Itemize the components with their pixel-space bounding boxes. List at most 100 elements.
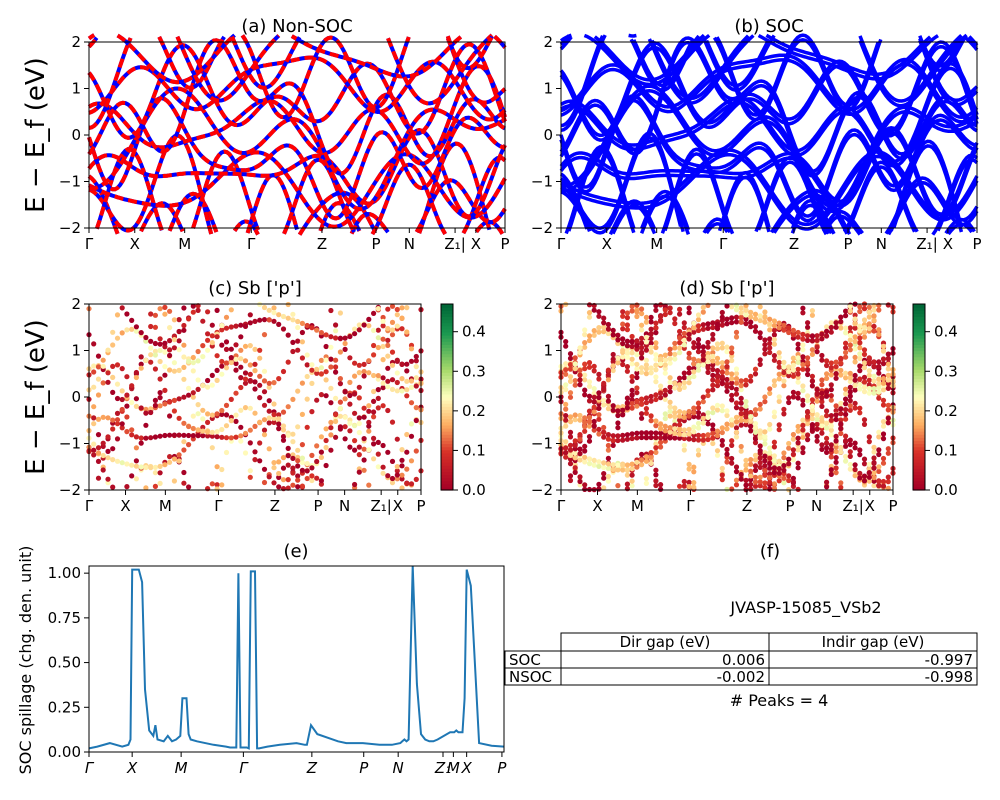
projected-point (238, 424, 244, 430)
projected-point (176, 432, 182, 438)
projected-point (347, 392, 353, 399)
projected-point (710, 387, 716, 393)
projected-point (790, 436, 797, 442)
projected-point (667, 379, 673, 385)
projected-point (672, 426, 678, 432)
colorbar-segment (913, 418, 925, 423)
projected-point (280, 427, 287, 433)
projected-point (280, 368, 287, 375)
projected-point (800, 336, 806, 342)
projected-point (157, 480, 163, 486)
projected-point (667, 305, 673, 311)
projected-point (880, 376, 887, 382)
projected-point (885, 366, 891, 372)
projected-point (733, 380, 740, 386)
colorbar-segment (913, 328, 925, 333)
projected-point (624, 368, 631, 374)
projected-point (266, 474, 272, 480)
y-tick-label: 1 (543, 342, 553, 360)
projected-point (233, 418, 239, 424)
projected-point (219, 327, 225, 333)
projected-point (233, 356, 239, 362)
projected-point (167, 367, 173, 373)
projected-point (629, 361, 635, 367)
projected-point (695, 317, 702, 323)
projected-point (162, 364, 168, 370)
projected-point (605, 321, 612, 328)
projected-point (710, 324, 716, 331)
colorbar-segment (913, 434, 925, 438)
projected-point (857, 335, 863, 341)
projected-point (615, 340, 621, 347)
projected-point (337, 399, 343, 405)
projected-point (133, 434, 139, 440)
projected-point (228, 435, 234, 441)
projected-point (567, 461, 574, 467)
projected-point (658, 482, 664, 488)
projected-point (658, 361, 664, 367)
projected-point (729, 345, 735, 351)
projected-point (695, 362, 702, 369)
projected-point (615, 355, 621, 361)
projected-point (695, 344, 702, 350)
projected-point (586, 379, 593, 385)
colorbar-segment (913, 369, 925, 373)
projected-point (380, 375, 386, 381)
projected-point (404, 466, 410, 472)
projected-point (399, 361, 405, 367)
projected-point (148, 345, 154, 351)
projected-point (705, 436, 711, 443)
projected-point (876, 302, 882, 308)
projected-point (157, 403, 163, 409)
projected-point (824, 393, 830, 399)
projected-point (200, 433, 206, 439)
projected-point (833, 364, 839, 370)
projected-point (563, 439, 569, 445)
projected-point (385, 384, 391, 390)
projected-point (866, 474, 872, 480)
projected-point (567, 378, 574, 384)
projected-point (847, 378, 853, 385)
projected-point (814, 386, 820, 393)
projected-point (819, 390, 825, 396)
y-tick-label: 2 (71, 33, 81, 51)
projected-point (385, 407, 391, 414)
projected-point (653, 340, 659, 346)
projected-point (662, 370, 668, 376)
projected-point (176, 338, 182, 344)
projected-point (328, 425, 334, 431)
projected-point (399, 447, 405, 453)
projected-point (214, 429, 220, 435)
projected-point (838, 411, 844, 417)
projected-point (577, 412, 583, 419)
projected-point (280, 437, 287, 443)
projected-point (629, 483, 635, 489)
projected-point (380, 323, 386, 329)
projected-point (733, 477, 740, 483)
projected-point (601, 485, 607, 491)
projected-point (871, 478, 877, 484)
band-line (560, 148, 979, 227)
projected-point (828, 382, 834, 388)
projected-point (838, 400, 844, 406)
projected-point (743, 321, 749, 327)
projected-point (563, 339, 569, 345)
projected-point (681, 432, 687, 438)
projected-point (833, 444, 839, 450)
projected-point (805, 409, 811, 415)
projected-point (195, 377, 201, 383)
projected-point (743, 316, 749, 322)
projected-point (824, 358, 830, 364)
projected-point (171, 317, 177, 323)
projected-point (880, 455, 887, 462)
projected-point (586, 438, 593, 444)
projected-point (342, 389, 348, 395)
projected-point (639, 306, 645, 312)
projected-point (347, 444, 353, 450)
projected-point (181, 447, 187, 453)
band-line (87, 33, 507, 85)
projected-point (105, 476, 111, 482)
projected-point (639, 369, 645, 375)
projected-point (205, 377, 211, 384)
projected-point (828, 372, 834, 378)
